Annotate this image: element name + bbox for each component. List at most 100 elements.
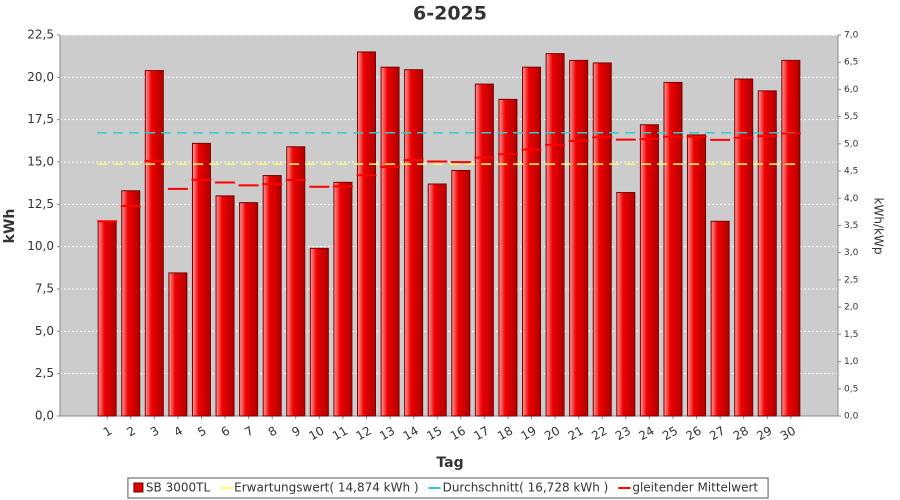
y2-tick-label: 1,0 [844,357,859,367]
y2-tick-label: 6,0 [844,85,859,95]
x-tick-label: 17 [471,424,491,444]
y-tick-label: 5,0 [35,324,54,338]
x-tick-label: 24 [636,424,656,444]
y-tick-label: 17,5 [27,112,54,126]
bar [757,90,777,417]
x-tick-label: 16 [448,424,468,444]
bar [663,81,683,417]
y2-tick-label: 5,5 [844,112,858,122]
bar [121,190,141,417]
x-tick-label: 8 [266,424,280,440]
y-tick-label: 15,0 [27,155,54,169]
bar [380,66,400,417]
x-tick-label: 15 [424,424,444,444]
y2-tick-label: 2,0 [844,303,859,313]
x-tick-label: 11 [330,424,350,444]
y-axis-label: kWh [2,209,18,244]
bar [451,169,471,417]
bar [97,220,117,417]
y-tick-label: 2,5 [35,366,54,380]
bar [215,195,235,417]
x-tick-label: 10 [306,424,326,444]
legend-text: SB 3000TL [146,481,211,495]
bar [144,70,164,417]
legend-item: SB 3000TL [133,481,211,495]
legend-item: Erwartungswert( 14,874 kWh ) [220,481,419,495]
x-tick-label: 5 [195,424,209,440]
legend-box [127,477,769,499]
x-axis-label: Tag [436,455,463,471]
legend: SB 3000TL Erwartungswert( 14,874 kWh ) Dur… [127,477,769,499]
y2-tick-label: 5,0 [844,139,859,149]
bar [545,53,565,417]
x-tick-label: 4 [172,424,186,440]
bar [168,272,188,417]
x-tick-label: 27 [707,424,727,444]
bar [687,134,707,417]
x-tick-label: 30 [778,424,798,444]
x-tick-label: 14 [401,424,421,444]
x-tick-label: 2 [124,424,138,440]
bar [522,66,542,417]
plot-area [60,35,838,416]
x-tick-label: 29 [754,424,774,444]
x-tick-label: 20 [542,424,562,444]
legend-text: Erwartungswert( 14,874 kWh ) [234,481,418,495]
bar [616,191,636,417]
x-tick-label: 13 [377,424,397,444]
bar [309,247,329,417]
x-tick-label: 19 [519,424,539,444]
x-tick-label: 26 [684,424,704,444]
x-tick-label: 1 [101,424,115,440]
legend-item: Durchschnitt( 16,728 kWh ) [428,481,609,495]
y2-tick-label: 3,0 [844,248,859,258]
y-tick-label: 0,0 [35,409,54,423]
bar [404,69,424,417]
bar [592,62,612,417]
y2-tick-label: 0,0 [844,412,859,422]
y-tick-label: 22,5 [27,28,54,42]
y-tick-label: 12,5 [27,197,54,211]
bar [781,59,801,417]
legend-text: gleitender Mittelwert [632,481,758,495]
legend-swatch [133,482,144,493]
x-tick-label: 21 [566,424,586,444]
y2-tick-label: 0,5 [844,384,858,394]
bar [333,181,353,417]
y2-tick-label: 4,5 [844,167,858,177]
y2-tick-label: 1,5 [844,330,858,340]
x-tick-label: 9 [289,424,303,440]
bar [569,59,589,417]
x-tick-label: 23 [613,424,633,444]
bar [356,51,376,417]
x-tick-label: 12 [354,424,374,444]
x-tick-label: 25 [660,424,680,444]
x-tick-label: 28 [731,424,751,444]
y-tick-label: 20,0 [27,70,54,84]
y-tick-label: 7,5 [35,282,54,296]
bar [286,146,306,417]
y2-tick-label: 6,5 [844,58,858,68]
bar [734,78,754,417]
x-tick-label: 3 [148,424,162,440]
bar [191,142,211,417]
bar [262,175,282,417]
bar [474,83,494,417]
bar [639,124,659,417]
y-tick-label: 10,0 [27,239,54,253]
y2-tick-label: 2,5 [844,275,858,285]
legend-text: Durchschnitt( 16,728 kWh ) [443,481,609,495]
y2-tick-label: 4,0 [844,194,859,204]
x-tick-label: 6 [219,424,233,440]
bar [710,220,730,417]
x-tick-label: 22 [589,424,609,444]
bar [427,183,447,417]
x-tick-label: 7 [242,424,256,440]
bar [239,202,259,417]
bar [498,98,518,417]
y2-axis-label: kWh/kWp [872,198,886,255]
chart-title: 6-2025 [413,3,487,25]
y2-tick-label: 7,0 [844,31,859,41]
y2-tick-label: 3,5 [844,221,858,231]
